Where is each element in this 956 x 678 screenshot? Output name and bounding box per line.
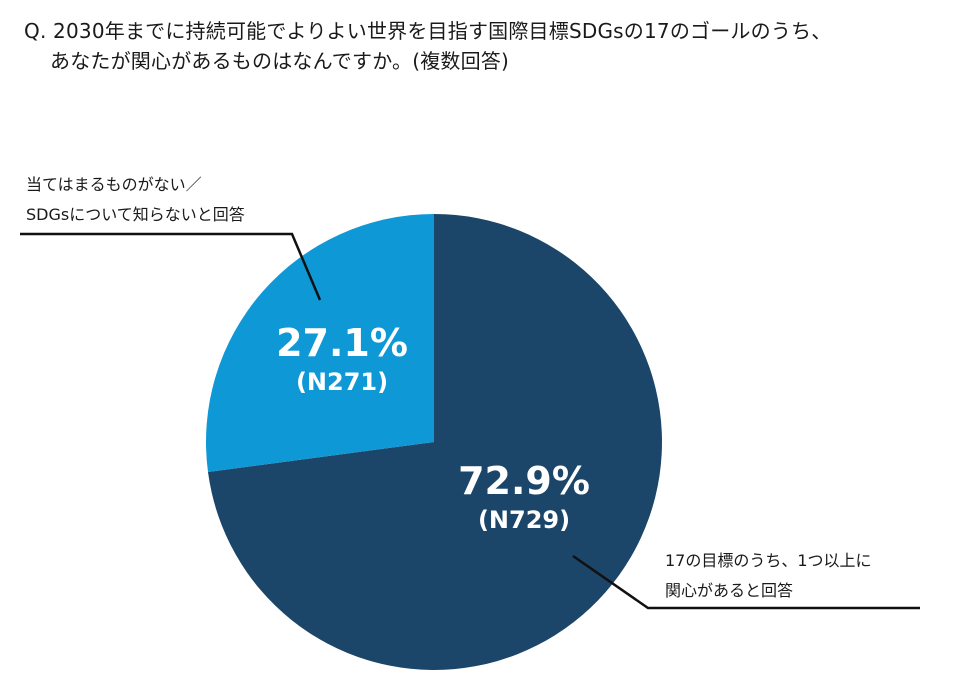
slice-percent-label: 72.9% xyxy=(458,459,590,503)
question-line-1: Q. 2030年までに持続可能でよりよい世界を目指す国際目標SDGsの17のゴー… xyxy=(24,19,832,43)
callout-label-line: 当てはまるものがない／ xyxy=(26,175,202,194)
callout-leader-line xyxy=(572,554,920,610)
question-line-2: あなたが関心があるものはなんですか。(複数回答) xyxy=(50,49,510,73)
slice-count-label: (N271) xyxy=(296,368,388,396)
callout-leader-line xyxy=(20,232,322,301)
callout-label-line: 関心があると回答 xyxy=(665,581,793,600)
question-text: Q. 2030年までに持続可能でよりよい世界を目指す国際目標SDGsの17のゴー… xyxy=(24,16,944,76)
slice-count-label: (N729) xyxy=(478,506,570,534)
pie-slice xyxy=(205,214,434,472)
callout-label-line: 17の目標のうち、1つ以上に xyxy=(665,551,872,570)
slice-percent-label: 27.1% xyxy=(276,321,408,365)
pie-slices xyxy=(205,214,662,671)
callout-label-line: SDGsについて知らないと回答 xyxy=(26,205,245,224)
pie-slice xyxy=(207,214,662,671)
